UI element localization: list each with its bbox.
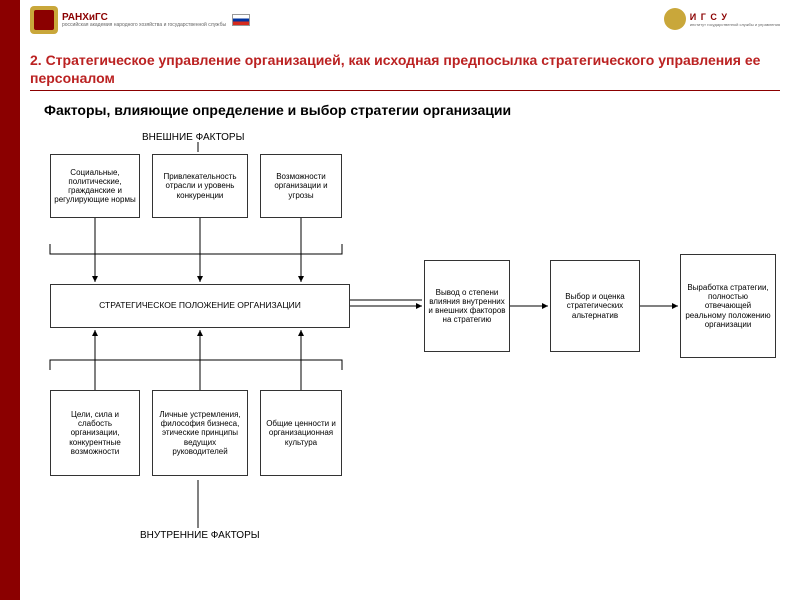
node-n3: Возможности организации и угрозы bbox=[260, 154, 342, 218]
node-r1: Вывод о степени влияния внутренних и вне… bbox=[424, 260, 510, 352]
node-center: СТРАТЕГИЧЕСКОЕ ПОЛОЖЕНИЕ ОРГАНИЗАЦИИ bbox=[50, 284, 350, 328]
node-r2: Выбор и оценка стратегических альтернати… bbox=[550, 260, 640, 352]
label-external: ВНЕШНИЕ ФАКТОРЫ bbox=[142, 132, 244, 143]
label-internal: ВНУТРЕННИЕ ФАКТОРЫ bbox=[140, 530, 260, 541]
subtitle: Факторы, влияющие определение и выбор ст… bbox=[44, 102, 511, 118]
node-r3: Выработка стратегии, полностью отвечающе… bbox=[680, 254, 776, 358]
logo-right: И Г С У институт государственной службы … bbox=[664, 8, 780, 30]
logo-left-sub: российская академия народного хозяйства … bbox=[62, 23, 226, 28]
node-n6: Общие ценности и организационная культур… bbox=[260, 390, 342, 476]
logo-left: РАНХиГС российская академия народного хо… bbox=[30, 6, 250, 34]
logo-right-sub: институт государственной службы и управл… bbox=[690, 22, 780, 27]
diagram: ВНЕШНИЕ ФАКТОРЫ ВНУТРЕННИЕ ФАКТОРЫ Социа… bbox=[30, 124, 790, 590]
node-n5: Личные устремления, философия бизнеса, э… bbox=[152, 390, 248, 476]
title-text: 2. Стратегическое управление организацие… bbox=[30, 52, 780, 87]
arrows bbox=[30, 124, 790, 590]
logo-left-name: РАНХиГС bbox=[62, 13, 226, 23]
left-strip bbox=[0, 0, 20, 600]
igsu-icon bbox=[664, 8, 686, 30]
flag-icon bbox=[232, 14, 250, 26]
logo-right-name: И Г С У bbox=[690, 12, 780, 22]
node-n4: Цели, сила и слабость организации, конку… bbox=[50, 390, 140, 476]
section-title: 2. Стратегическое управление организацие… bbox=[30, 52, 780, 91]
node-n1: Социальные, политические, гражданские и … bbox=[50, 154, 140, 218]
emblem-icon bbox=[30, 6, 58, 34]
node-n2: Привлекательность отрасли и уровень конк… bbox=[152, 154, 248, 218]
